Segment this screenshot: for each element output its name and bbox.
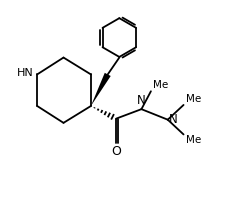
Text: N: N [168,113,177,126]
Text: Me: Me [185,135,200,145]
Polygon shape [90,73,110,106]
Text: HN: HN [17,68,34,78]
Text: Me: Me [152,80,168,90]
Text: O: O [111,145,121,158]
Text: Me: Me [185,94,200,104]
Text: N: N [136,95,145,107]
